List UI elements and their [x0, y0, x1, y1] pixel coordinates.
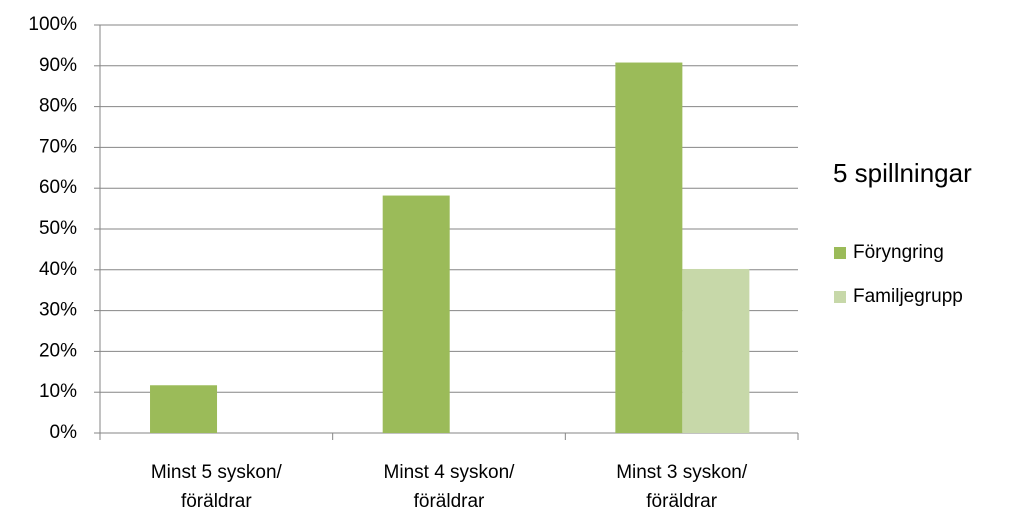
- y-tick-label: 90%: [39, 55, 77, 76]
- legend-label: Föryngring: [853, 242, 944, 263]
- bar: [615, 62, 683, 433]
- y-tick-label: 30%: [39, 300, 77, 321]
- x-tick-label: Minst 3 syskon/: [616, 462, 748, 483]
- y-tick-label: 70%: [39, 136, 77, 157]
- x-tick-label: föräldrar: [414, 491, 485, 512]
- bar: [682, 268, 750, 433]
- chart-title: 5 spillningar: [833, 158, 972, 188]
- y-tick-label: 20%: [39, 340, 77, 361]
- x-tick-label: Minst 4 syskon/: [384, 462, 516, 483]
- bar: [150, 385, 218, 433]
- x-tick-label: föräldrar: [181, 491, 252, 512]
- y-tick-label: 0%: [50, 422, 78, 443]
- y-tick-label: 10%: [39, 381, 77, 402]
- x-tick-label: Minst 5 syskon/: [151, 462, 283, 483]
- y-tick-label: 40%: [39, 259, 77, 280]
- y-tick-label: 80%: [39, 96, 77, 117]
- x-tick-label: föräldrar: [646, 491, 717, 512]
- legend-swatch: [834, 291, 846, 303]
- bar: [382, 195, 450, 433]
- legend-label: Familjegrupp: [853, 286, 963, 307]
- legend-swatch: [834, 247, 846, 259]
- y-tick-label: 100%: [28, 14, 77, 35]
- y-tick-label: 60%: [39, 177, 77, 198]
- y-tick-label: 50%: [39, 218, 77, 239]
